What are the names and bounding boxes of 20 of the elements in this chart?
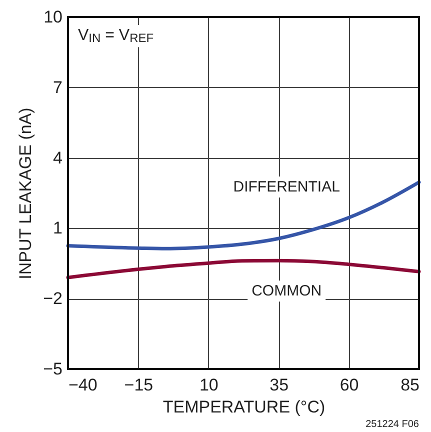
y-tick-label: 7 [53, 78, 62, 97]
x-tick-label: 85 [400, 376, 420, 394]
y-tick-label: 4 [53, 148, 62, 168]
x-axis-title: TEMPERATURE (°C) [162, 398, 326, 416]
y-tick-label: 10 [44, 8, 62, 26]
y-tick-label: −5 [43, 360, 62, 378]
annotation: V$_{IN}$ = V$_{REF}$ [78, 27, 154, 46]
x-tick-label: 35 [270, 376, 289, 394]
x-tick-label: 60 [340, 376, 359, 394]
x-tick-label: −40 [68, 376, 98, 394]
x-tick-label: 10 [199, 376, 218, 394]
text: 251224 F06 [366, 419, 420, 430]
line-series [66, 180, 421, 250]
series-label: DIFFERENTIAL [233, 178, 340, 196]
line-series [66, 258, 421, 280]
y-axis-title: INPUT LEAKAGE (nA) [16, 108, 36, 280]
series-label: COMMON [252, 282, 322, 300]
y-tick-label: 1 [53, 218, 62, 238]
y-tick-label: −2 [43, 289, 62, 308]
x-tick-label: −15 [124, 376, 154, 394]
